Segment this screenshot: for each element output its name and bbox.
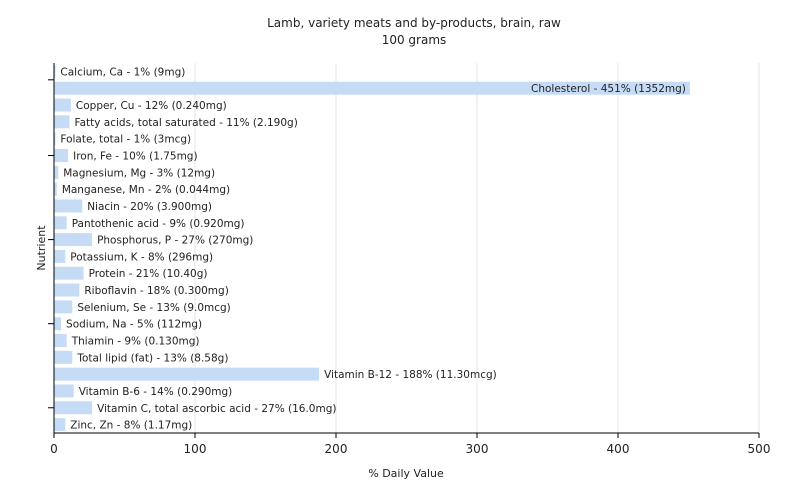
axes-group: 0 100 200 300 400 500 — [48, 63, 770, 456]
bar-label: Protein - 21% (10.40g) — [89, 268, 208, 280]
x-axis-label: % Daily Value — [368, 467, 444, 480]
bar-label: Zinc, Zn - 8% (1.17mg) — [70, 420, 192, 432]
chart-title: Lamb, variety meats and by-products, bra… — [267, 16, 561, 30]
bar — [54, 300, 73, 314]
bar-label: Phosphorus, P - 27% (270mg) — [97, 235, 253, 247]
bar — [54, 182, 57, 196]
bar-label: Vitamin B-6 - 14% (0.290mg) — [79, 386, 233, 398]
bar — [54, 64, 56, 78]
x-tick-label: 300 — [466, 442, 489, 456]
bar — [54, 317, 62, 331]
bar-label: Copper, Cu - 12% (0.240mg) — [76, 100, 227, 112]
bar — [54, 216, 67, 230]
chart-subtitle: 100 grams — [382, 33, 447, 47]
bar-label: Folate, total - 1% (3mcg) — [60, 134, 191, 146]
x-tick-label: 100 — [184, 442, 207, 456]
bar — [54, 283, 80, 297]
bar — [54, 249, 66, 263]
bar — [54, 98, 71, 112]
bar-label: Niacin - 20% (3.900mg) — [87, 201, 212, 213]
bar — [54, 199, 83, 213]
bar-label: Iron, Fe - 10% (1.75mg) — [73, 151, 197, 163]
x-tick-label: 500 — [748, 442, 771, 456]
bar — [54, 334, 67, 347]
bar — [54, 149, 69, 162]
bar — [54, 367, 320, 381]
bar — [54, 81, 690, 95]
bar-label: Thiamin - 9% (0.130mg) — [71, 336, 200, 348]
bar-label: Potassium, K - 8% (296mg) — [70, 251, 213, 263]
bar-label: Manganese, Mn - 2% (0.044mg) — [62, 184, 230, 196]
bar — [54, 418, 66, 432]
x-tick-label: 400 — [607, 442, 630, 456]
x-tick-label: 0 — [50, 442, 58, 456]
bar — [54, 233, 93, 247]
y-axis-label: Nutrient — [35, 225, 48, 271]
bar-label: Vitamin C, total ascorbic acid - 27% (16… — [97, 403, 336, 415]
bar — [54, 266, 84, 280]
bar — [54, 165, 59, 179]
bar — [54, 115, 70, 129]
bar — [54, 401, 93, 415]
bar-label: Cholesterol - 451% (1352mg) — [531, 83, 686, 95]
bar-label: Pantothenic acid - 9% (0.920mg) — [72, 218, 245, 230]
bar-label: Magnesium, Mg - 3% (12mg) — [63, 167, 215, 179]
bar-label: Sodium, Na - 5% (112mg) — [66, 319, 202, 331]
bar-label: Fatty acids, total saturated - 11% (2.19… — [75, 117, 298, 129]
bar-label: Selenium, Se - 13% (9.0mcg) — [77, 302, 230, 314]
bar-label: Vitamin B-12 - 188% (11.30mcg) — [324, 369, 497, 381]
x-tick-label: 200 — [325, 442, 348, 456]
bar — [54, 384, 74, 398]
bar-label: Calcium, Ca - 1% (9mg) — [60, 66, 185, 78]
bar — [54, 132, 56, 146]
bars-group: Calcium, Ca - 1% (9mg) Cholesterol - 451%… — [54, 64, 690, 432]
bar — [54, 350, 73, 364]
bar-label: Total lipid (fat) - 13% (8.58g) — [76, 352, 228, 364]
bar-label: Riboflavin - 18% (0.300mg) — [84, 285, 228, 297]
